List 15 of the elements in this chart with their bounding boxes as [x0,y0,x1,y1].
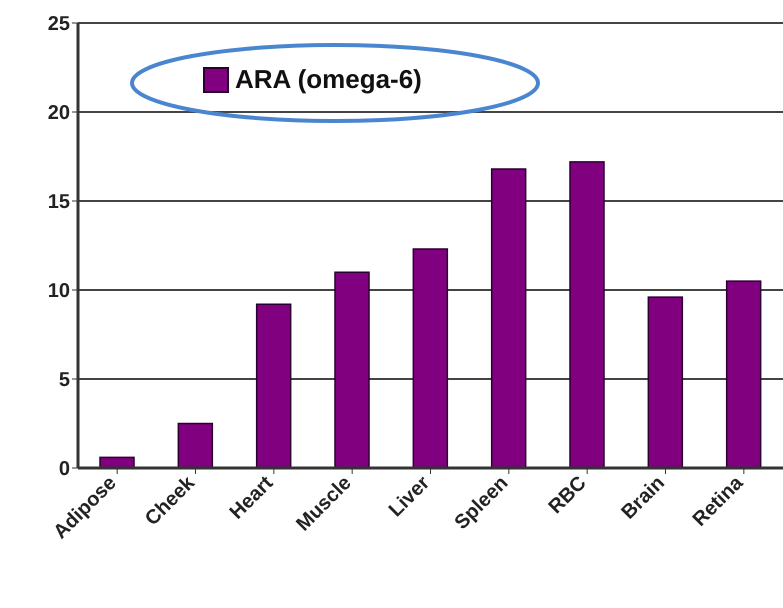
bar [648,296,684,468]
y-tick-label: 10 [48,280,70,302]
legend-label: ARA (omega-6) [235,64,422,95]
y-tick-label: 0 [58,458,70,480]
bar [178,422,214,468]
y-tick-label: 25 [48,13,70,36]
bar [569,161,605,468]
bar [490,168,526,468]
y-tick-label: 5 [58,369,70,392]
y-tick-label: 15 [48,191,70,214]
bar [726,280,762,468]
y-tick-label: 20 [48,102,70,124]
bar [412,248,448,468]
bar [256,303,292,468]
bar [334,271,370,468]
